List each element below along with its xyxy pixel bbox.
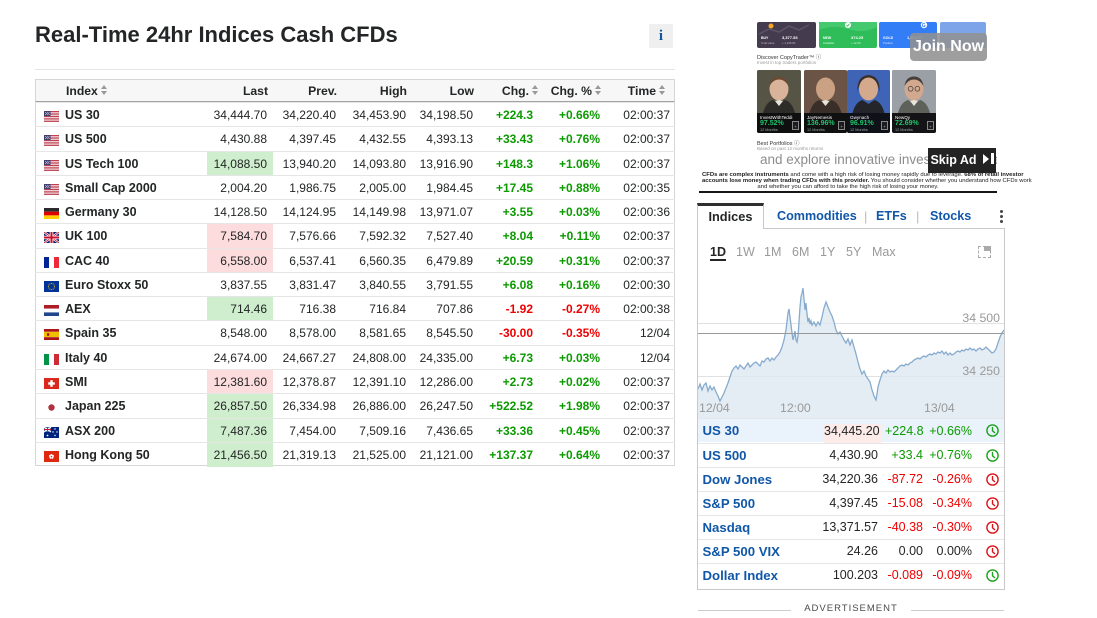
svg-text:G: G xyxy=(922,23,926,29)
svg-text:+ 12.40: + 12.40 xyxy=(851,41,861,45)
svg-text:374.25: 374.25 xyxy=(851,35,864,40)
svg-text:Available: Available xyxy=(823,41,835,45)
svg-text:Position: Position xyxy=(883,41,893,45)
svg-text:NEW: NEW xyxy=(823,36,832,40)
svg-text:GOLD: GOLD xyxy=(883,36,894,40)
svg-text:+ 1,245.00: + 1,245.00 xyxy=(782,41,796,45)
svg-text:Total value: Total value xyxy=(761,41,775,45)
svg-text:3,377.53: 3,377.53 xyxy=(782,35,798,40)
svg-text:BUY: BUY xyxy=(761,36,769,40)
